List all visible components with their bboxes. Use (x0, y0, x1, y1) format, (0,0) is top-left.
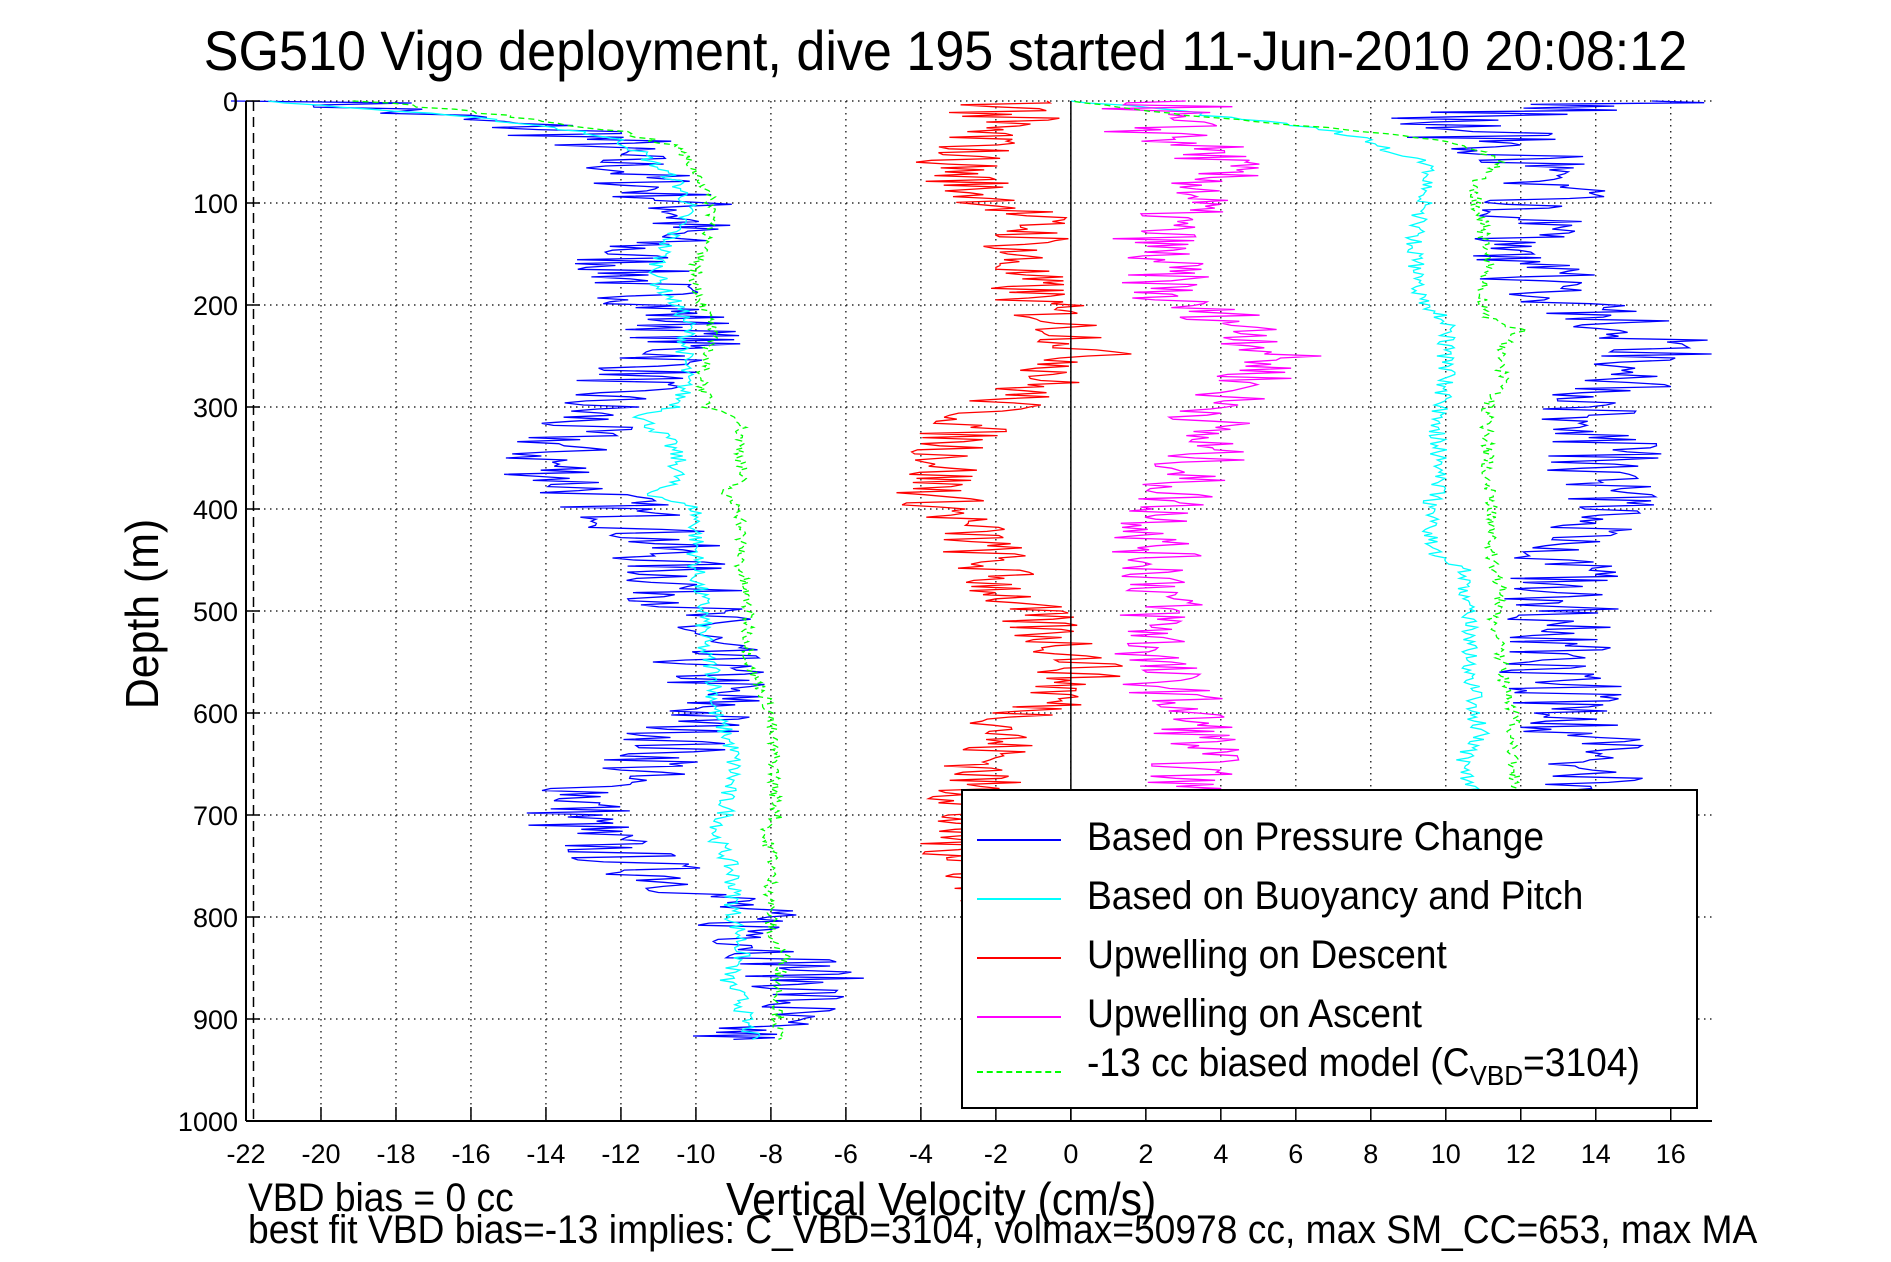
x-tick-label: -6 (834, 1139, 858, 1169)
x-tick-label: -4 (909, 1139, 933, 1169)
x-tick-label: 8 (1363, 1139, 1378, 1169)
y-tick-label: 800 (193, 903, 238, 933)
x-tick-label: 2 (1138, 1139, 1153, 1169)
series-based-on-pressure-change-descent (230, 100, 864, 1041)
legend-item-biased-model: -13 cc biased model (CVBD=3104) (977, 1041, 1677, 1091)
series-13-cc-biased-model-c-vbd-3104-ascent (1070, 100, 1528, 1040)
y-tick-label: 400 (193, 495, 238, 525)
x-tick-label: 16 (1656, 1139, 1686, 1169)
x-tick-label: 14 (1581, 1139, 1611, 1169)
x-tick-label: -20 (301, 1139, 340, 1169)
legend-swatch-upwelling-ascent (977, 1016, 1061, 1018)
legend: Based on Pressure Change Based on Buoyan… (961, 789, 1698, 1109)
x-tick-label: -10 (676, 1139, 715, 1169)
y-tick-label: 900 (193, 1005, 238, 1035)
legend-swatch-upwelling-descent (977, 957, 1061, 959)
x-tick-label: 6 (1288, 1139, 1303, 1169)
legend-label: -13 cc biased model (CVBD=3104) (1087, 1041, 1640, 1092)
legend-item-buoyancy-pitch: Based on Buoyancy and Pitch (977, 874, 1677, 924)
x-tick-label: 4 (1213, 1139, 1228, 1169)
legend-item-upwelling-descent: Upwelling on Descent (977, 933, 1677, 983)
y-tick-label: 100 (193, 189, 238, 219)
y-tick-label: 200 (193, 291, 238, 321)
x-axis-label: Vertical Velocity (cm/s) (726, 1173, 1157, 1225)
x-tick-label: -14 (526, 1139, 565, 1169)
x-tick-label: -18 (376, 1139, 415, 1169)
y-axis-label: Depth (m) (116, 518, 168, 710)
best-fit-note: best fit VBD bias=-13 implies: C_VBD=310… (248, 1208, 1758, 1252)
legend-swatch-buoyancy-pitch (977, 898, 1061, 900)
legend-swatch-pressure-change (977, 839, 1061, 841)
x-tick-label: 0 (1063, 1139, 1078, 1169)
legend-label-prefix: -13 cc biased model (C (1087, 1041, 1470, 1085)
x-tick-label: 12 (1506, 1139, 1536, 1169)
y-tick-label: 1000 (178, 1107, 238, 1137)
y-tick-label: 300 (193, 393, 238, 423)
x-tick-label: -8 (759, 1139, 783, 1169)
y-tick-label: 0 (223, 87, 238, 117)
x-tick-label: -12 (601, 1139, 640, 1169)
y-tick-label: 600 (193, 699, 238, 729)
vbd-bias-note: VBD bias = 0 cc (248, 1176, 514, 1220)
tick-labels: -22 -20 -18 -16 -14 -12 -10 -8 -6 -4 -2 0 2 4 6 8 10 12 14… (178, 87, 1686, 1169)
x-tick-label: -16 (451, 1139, 490, 1169)
legend-label: Upwelling on Descent (1087, 933, 1447, 977)
legend-item-pressure-change: Based on Pressure Change (977, 815, 1677, 865)
series-13-cc-biased-model-c-vbd-3104-descent (352, 100, 794, 1041)
x-tick-label: -2 (984, 1139, 1008, 1169)
legend-swatch-biased-model (977, 1071, 1061, 1073)
y-tick-label: 700 (193, 801, 238, 831)
y-tick-label: 500 (193, 597, 238, 627)
legend-label-subscript: VBD (1469, 1060, 1524, 1091)
x-tick-label: -22 (226, 1139, 265, 1169)
legend-label: Based on Pressure Change (1087, 815, 1545, 859)
x-tick-label: 10 (1431, 1139, 1461, 1169)
legend-label: Based on Buoyancy and Pitch (1087, 874, 1584, 918)
chart-title: SG510 Vigo deployment, dive 195 started … (203, 19, 1688, 82)
legend-label-suffix: =3104) (1523, 1041, 1640, 1085)
series-based-on-buoyancy-and-pitch-descent (268, 100, 761, 1041)
legend-label: Upwelling on Ascent (1087, 992, 1423, 1036)
legend-item-upwelling-ascent: Upwelling on Ascent (977, 992, 1677, 1042)
